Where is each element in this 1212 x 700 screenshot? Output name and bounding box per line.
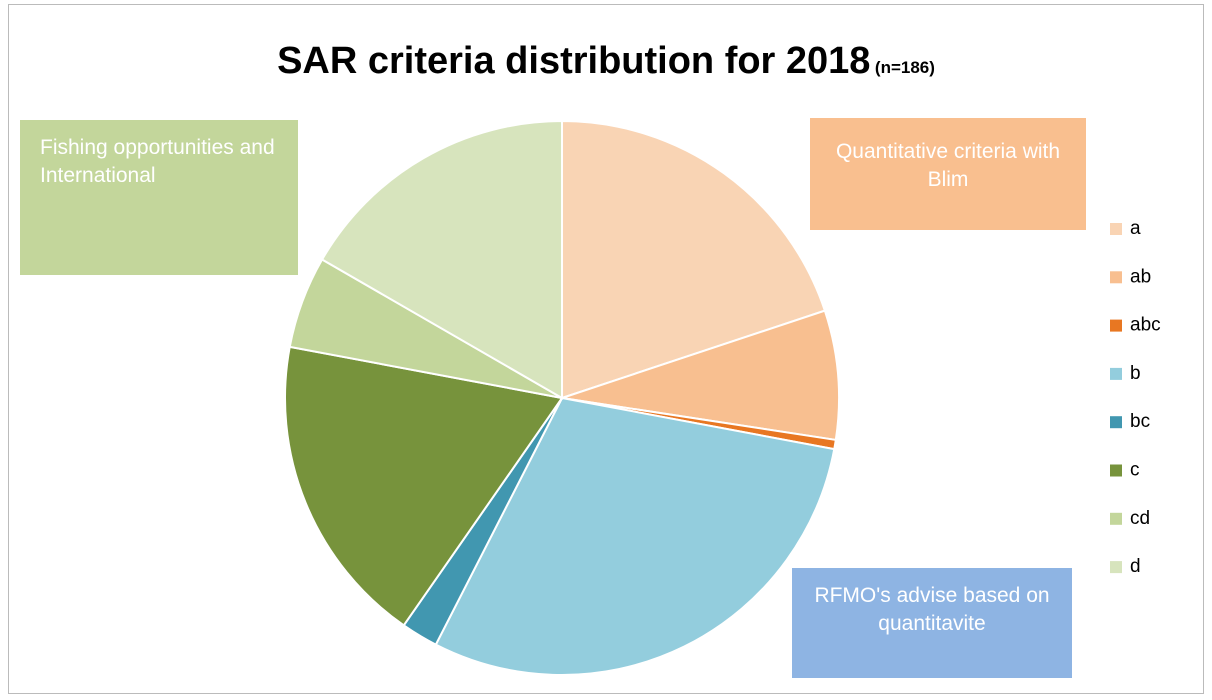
legend-label: b (1130, 363, 1141, 384)
legend-label: abc (1130, 315, 1161, 336)
chart-title-block: SAR criteria distribution for 2018 (n=18… (0, 40, 1212, 83)
pie-slice (561, 119, 827, 400)
legend-swatch (1110, 319, 1122, 332)
legend-label: bc (1130, 411, 1150, 432)
legend-swatch (1110, 271, 1122, 284)
legend-swatch (1110, 464, 1122, 477)
annotation: Quantitative criteria with Blim (810, 118, 1086, 230)
legend-label: d (1130, 556, 1141, 577)
chart-subtitle: (n=186) (874, 58, 935, 77)
annotation: Fishing opportunities and International (20, 120, 298, 275)
legend-swatch (1110, 561, 1122, 574)
legend-swatch (1110, 416, 1122, 429)
legend-swatch (1110, 512, 1122, 525)
chart-frame (8, 4, 1204, 694)
legend-swatch (1110, 367, 1122, 380)
legend-swatch (1110, 223, 1122, 235)
annotation: RFMO's advise based on quantitavite (792, 568, 1072, 678)
pie-slice (434, 396, 836, 676)
pie-slice (320, 119, 563, 400)
chart-title: SAR criteria distribution for 2018 (277, 40, 871, 82)
legend-label: cd (1130, 508, 1150, 529)
legend-label: a (1130, 218, 1141, 239)
pie-slice (284, 345, 564, 627)
legend-label: ab (1130, 266, 1151, 287)
legend-label: c (1130, 460, 1140, 481)
